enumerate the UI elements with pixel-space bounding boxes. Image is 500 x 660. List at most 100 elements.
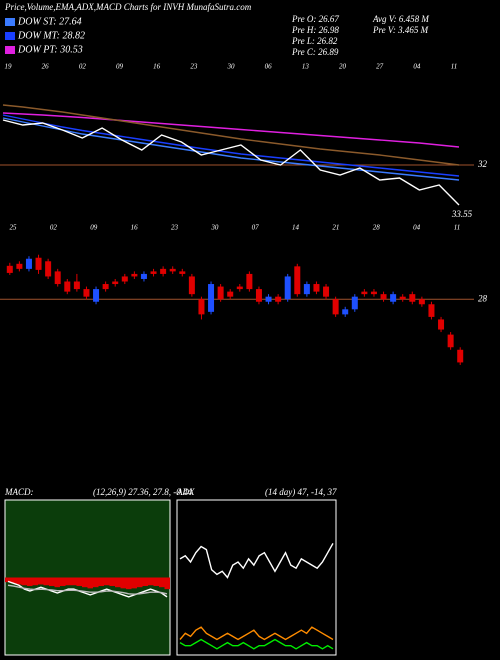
candle-body — [169, 268, 176, 272]
candle-body — [351, 296, 358, 310]
candle-body — [284, 276, 291, 300]
candle-body — [140, 273, 147, 279]
stat-text: Pre H: 26.98 — [291, 25, 339, 35]
candle-body — [64, 281, 71, 292]
series-line — [179, 638, 334, 650]
series-line — [2, 104, 460, 166]
date-label: 30 — [210, 224, 219, 232]
histogram-bar — [10, 577, 16, 584]
legend-label: DOW MT: 28.82 — [17, 30, 85, 41]
candle-body — [112, 281, 119, 285]
candle-body — [255, 289, 262, 302]
candle-body — [6, 265, 13, 273]
histogram-bar — [153, 577, 159, 587]
stat-text: Pre C: 26.89 — [291, 47, 339, 57]
page-title: Price,Volume,EMA,ADX,MACD Charts for INV… — [4, 2, 252, 12]
candle-body — [83, 289, 90, 297]
panel-title: ADX — [176, 487, 195, 497]
series-line — [2, 119, 460, 206]
candle-body — [265, 296, 272, 302]
candle-body — [342, 309, 349, 315]
date-label: 11 — [454, 224, 460, 232]
series-line — [179, 543, 334, 579]
candle-body — [409, 294, 416, 302]
candle-body — [25, 258, 32, 269]
candle-body — [188, 276, 195, 295]
histogram-bar — [21, 577, 27, 586]
histogram-bar — [49, 577, 55, 587]
date-label: 16 — [153, 63, 161, 71]
candle-body — [35, 257, 42, 270]
date-label: 21 — [332, 224, 339, 232]
histogram-bar — [115, 577, 121, 588]
candle-body — [73, 281, 80, 290]
histogram-bar — [5, 577, 11, 583]
date-label: 11 — [451, 63, 457, 71]
legend-swatch — [5, 32, 15, 40]
date-label: 02 — [50, 224, 58, 232]
candle-body — [198, 299, 205, 315]
date-label: 27 — [376, 63, 384, 71]
candle-body — [390, 294, 397, 302]
candle-body — [380, 294, 387, 300]
histogram-bar — [43, 577, 49, 586]
stat-text: Pre O: 26.67 — [291, 14, 339, 24]
histogram-bar — [32, 577, 38, 586]
candle-body — [399, 296, 406, 300]
candle-body — [275, 296, 282, 302]
date-label: 28 — [373, 224, 381, 232]
histogram-bar — [142, 577, 148, 587]
candle-body — [313, 284, 320, 292]
legend-swatch — [5, 18, 15, 26]
date-label: 19 — [5, 63, 13, 71]
candle-body — [246, 273, 253, 290]
candle-body — [370, 291, 377, 295]
candle-body — [121, 276, 128, 282]
histogram-bar — [104, 577, 110, 586]
candle-body — [102, 284, 109, 290]
histogram-bar — [76, 577, 82, 587]
date-label: 13 — [302, 63, 310, 71]
date-label: 14 — [292, 224, 300, 232]
stat-text: Pre L: 26.82 — [291, 36, 338, 46]
series-line — [2, 117, 460, 181]
date-label: 20 — [339, 63, 347, 71]
date-label: 09 — [116, 63, 124, 71]
candle-body — [447, 334, 454, 348]
legend-swatch — [5, 46, 15, 54]
candle-body — [361, 291, 368, 295]
last-value-label: 33.55 — [451, 209, 473, 219]
histogram-bar — [159, 577, 165, 588]
histogram-bar — [60, 577, 66, 587]
candle-body — [303, 284, 310, 295]
panel-title: MACD: — [4, 487, 34, 497]
histogram-bar — [65, 577, 71, 586]
level-label: 28 — [478, 293, 488, 303]
panel-subtitle: (14 day) 47, -14, 37 — [265, 487, 337, 497]
candle-body — [208, 284, 215, 312]
candle-body — [217, 286, 224, 300]
candle-body — [45, 261, 52, 277]
candle-body — [93, 289, 100, 302]
date-label: 16 — [131, 224, 139, 232]
histogram-bar — [82, 577, 88, 588]
candle-body — [54, 271, 61, 285]
date-label: 23 — [171, 224, 179, 232]
date-label: 02 — [79, 63, 87, 71]
date-label: 06 — [265, 63, 273, 71]
date-label: 04 — [413, 63, 421, 71]
histogram-bar — [54, 577, 60, 588]
histogram-bar — [98, 577, 104, 587]
candle-body — [457, 349, 464, 363]
date-label: 26 — [42, 63, 50, 71]
candle-body — [16, 263, 23, 269]
date-label: 30 — [227, 63, 236, 71]
legend-label: DOW PT: 30.53 — [17, 44, 83, 55]
candle-body — [131, 273, 138, 277]
series-line — [179, 626, 334, 641]
candle-body — [236, 286, 243, 290]
histogram-bar — [87, 577, 93, 589]
histogram-bar — [131, 577, 137, 589]
histogram-bar — [120, 577, 126, 589]
